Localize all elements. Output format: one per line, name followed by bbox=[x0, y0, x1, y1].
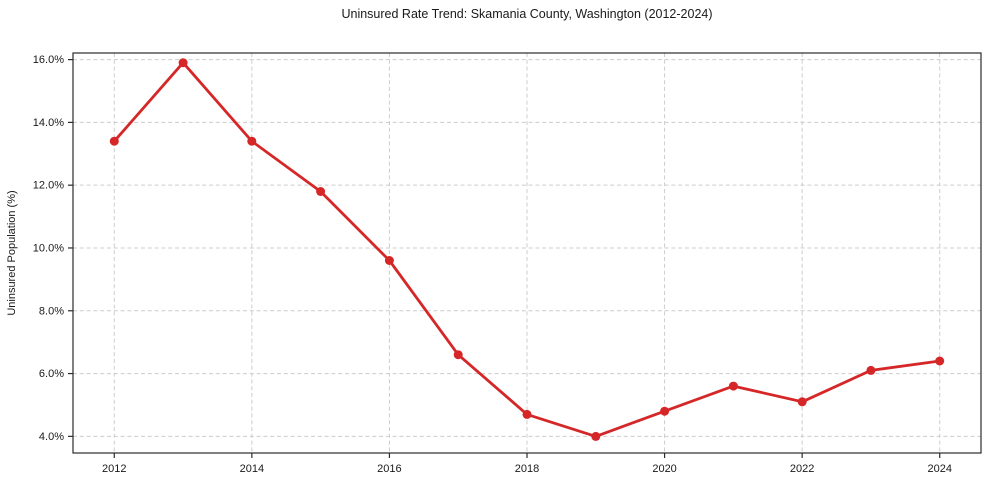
data-point-2020 bbox=[660, 406, 670, 416]
data-point-2017 bbox=[453, 350, 463, 360]
data-point-2022 bbox=[797, 397, 807, 407]
data-point-2018 bbox=[522, 409, 532, 419]
y-tick-label: 6.0% bbox=[39, 368, 64, 380]
y-tick-label: 10.0% bbox=[33, 242, 64, 254]
x-tick-label: 2014 bbox=[240, 463, 264, 475]
data-point-2012 bbox=[109, 136, 119, 146]
x-tick-label: 2022 bbox=[790, 463, 814, 475]
y-tick-label: 16.0% bbox=[33, 54, 64, 66]
data-point-2014 bbox=[247, 136, 257, 146]
data-point-2013 bbox=[178, 58, 188, 68]
x-tick-label: 2016 bbox=[377, 463, 401, 475]
y-tick-label: 14.0% bbox=[33, 117, 64, 129]
y-tick-label: 12.0% bbox=[33, 180, 64, 192]
data-point-2023 bbox=[866, 365, 876, 375]
data-point-2015 bbox=[316, 187, 326, 196]
x-tick-label: 2024 bbox=[927, 463, 951, 475]
data-point-2024 bbox=[935, 356, 945, 366]
data-point-2019 bbox=[591, 431, 601, 441]
data-point-2021 bbox=[728, 381, 738, 391]
x-tick-label: 2020 bbox=[652, 463, 676, 475]
x-tick-label: 2012 bbox=[102, 463, 126, 475]
data-point-2016 bbox=[384, 256, 394, 265]
chart-title: Uninsured Rate Trend: Skamania County, W… bbox=[341, 7, 713, 21]
x-tick-label: 2018 bbox=[515, 463, 539, 475]
y-tick-label: 8.0% bbox=[39, 305, 64, 317]
y-tick-label: 4.0% bbox=[39, 431, 64, 443]
